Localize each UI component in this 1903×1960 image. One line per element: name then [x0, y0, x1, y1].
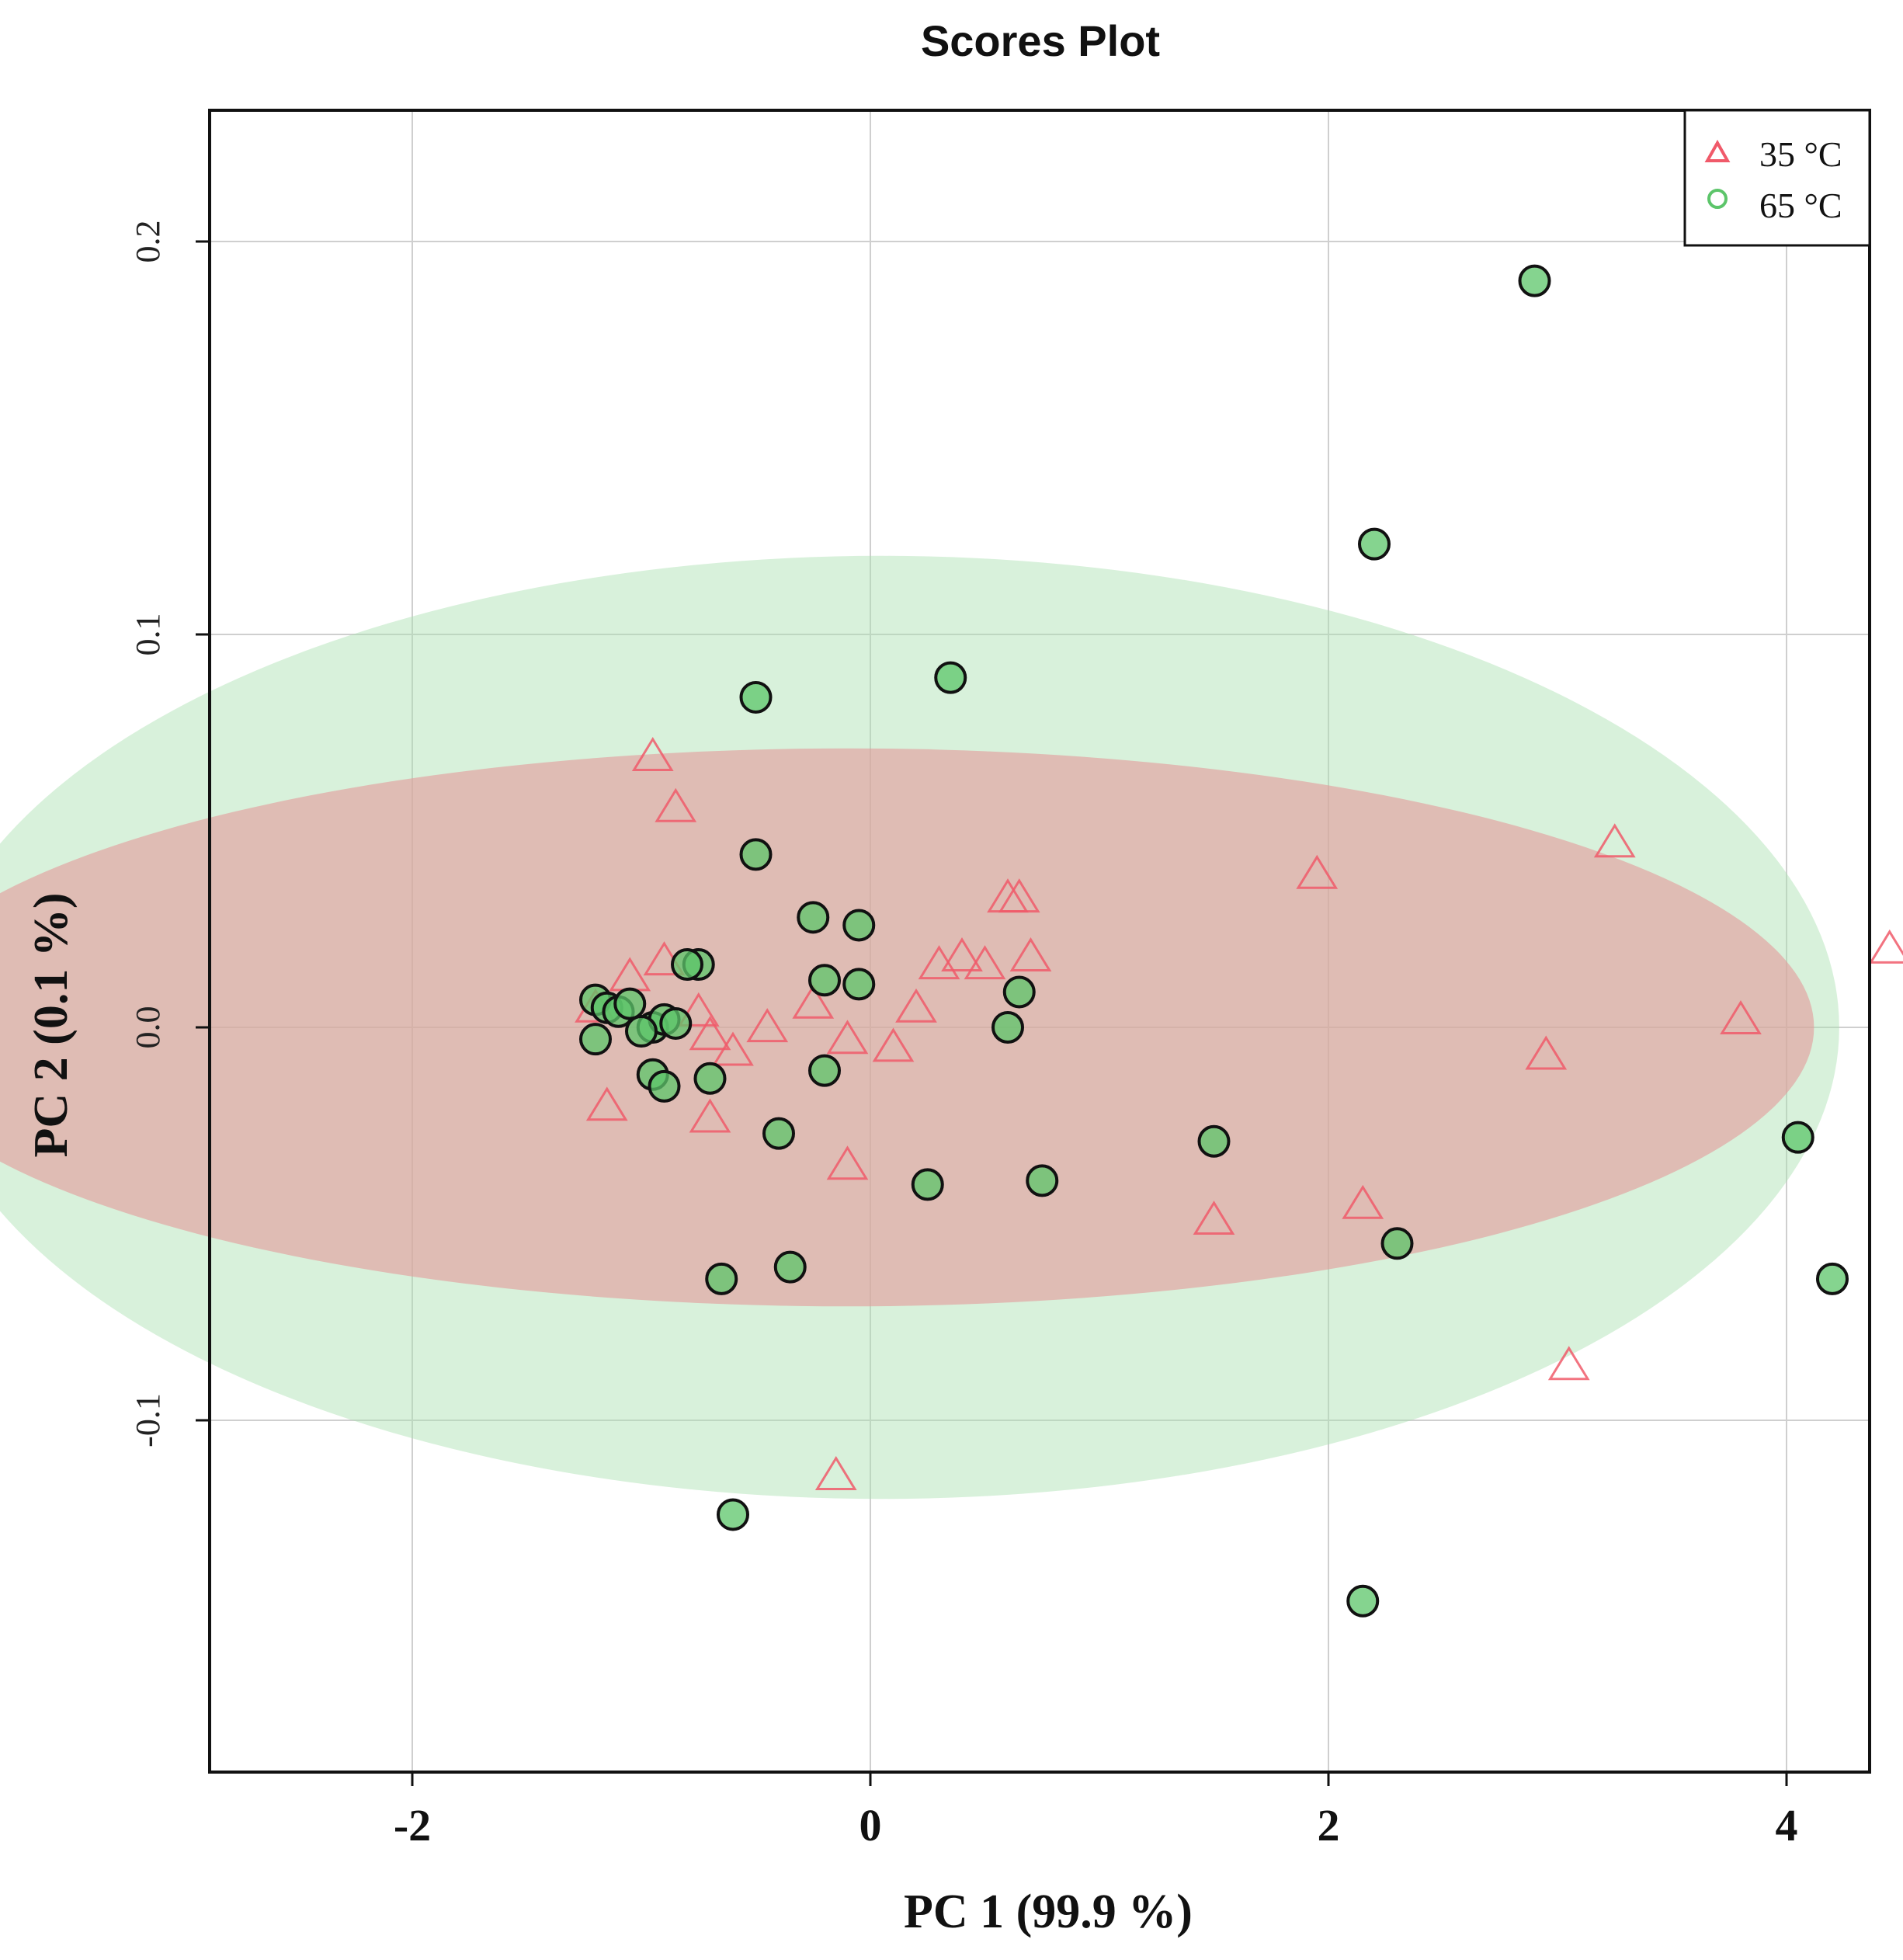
ellipse-35c — [0, 748, 1814, 1307]
legend-circle-icon — [1707, 189, 1728, 209]
data-points — [575, 264, 1903, 1618]
x-tick-label-3: 2 — [1318, 1800, 1340, 1851]
x-axis-ticks: -4-202468 — [394, 1772, 1798, 1851]
point-65c-23 — [808, 1054, 841, 1087]
legend-triangle-icon — [1704, 139, 1731, 162]
point-35c-6 — [792, 984, 835, 1019]
point-65c-10 — [842, 968, 876, 1001]
x-tick-label-2: 0 — [859, 1800, 882, 1851]
point-65c-9 — [808, 964, 841, 997]
legend: 35 °C 65 °C — [1683, 109, 1871, 247]
y-axis-label: PC 2 (0.1 %) — [25, 893, 78, 1158]
legend-label-65c: 65 °C — [1759, 186, 1842, 225]
point-35c-17 — [1593, 823, 1636, 858]
point-35c-0 — [631, 736, 674, 771]
point-35c-28 — [689, 1098, 731, 1133]
point-65c-4 — [739, 838, 773, 871]
point-65c-26 — [1026, 1164, 1059, 1197]
x-axis-label: PC 1 (99.9 %) — [904, 1885, 1193, 1938]
point-65c-34 — [773, 1250, 807, 1284]
y-axis-ticks: -0.1 0.0 0.1 0.2 — [129, 221, 210, 1447]
point-65c-8 — [671, 948, 703, 982]
plot-frame — [208, 109, 1871, 1774]
point-65c-21 — [648, 1069, 681, 1103]
point-35c-27 — [585, 1086, 628, 1121]
y-tick-label-0: -0.1 — [129, 1393, 167, 1447]
point-35c-12 — [964, 945, 1006, 980]
point-65c-24 — [762, 1117, 795, 1150]
point-35c-22 — [1193, 1201, 1235, 1235]
point-65c-3 — [739, 680, 773, 714]
point-65c-33 — [705, 1262, 738, 1295]
point-65c-16 — [613, 987, 647, 1020]
point-65c-27 — [1197, 1124, 1231, 1158]
point-35c-1 — [655, 787, 697, 822]
point-65c-36 — [1346, 1584, 1380, 1618]
point-65c-11 — [1002, 975, 1036, 1009]
y-tick-label-2: 0.1 — [129, 613, 167, 656]
point-65c-28 — [1380, 1227, 1414, 1260]
point-65c-37 — [625, 1015, 658, 1048]
chart-title: Scores Plot — [921, 16, 1160, 65]
point-35c-7 — [826, 1020, 869, 1055]
point-35c-14 — [998, 878, 1040, 913]
point-35c-4 — [712, 1031, 754, 1066]
y-tick-label-3: 0.2 — [129, 221, 167, 263]
point-35c-18 — [1868, 929, 1903, 964]
x-tick-label-1: -2 — [394, 1800, 431, 1851]
point-65c-1 — [1358, 527, 1391, 561]
point-65c-38 — [659, 1006, 693, 1040]
legend-label-35c: 35 °C — [1759, 134, 1842, 174]
point-65c-35 — [717, 1498, 749, 1531]
point-35c-5 — [746, 1008, 789, 1043]
point-35c-23 — [1342, 1184, 1384, 1219]
y-tick-label-1: 0.0 — [129, 1006, 167, 1049]
point-65c-2 — [934, 661, 967, 694]
point-35c-20 — [1720, 1000, 1762, 1034]
point-65c-6 — [842, 909, 876, 942]
point-65c-5 — [797, 901, 830, 934]
point-65c-12 — [991, 1011, 1024, 1044]
point-35c-15 — [1009, 937, 1052, 972]
point-35c-26 — [814, 1455, 857, 1490]
point-65c-22 — [693, 1062, 727, 1095]
confidence-ellipses — [0, 555, 1839, 1500]
point-35c-2 — [677, 992, 720, 1027]
legend-box — [1683, 109, 1871, 247]
point-35c-25 — [826, 1145, 869, 1180]
point-65c-25 — [911, 1168, 944, 1201]
point-65c-0 — [1518, 264, 1551, 297]
point-35c-11 — [941, 937, 983, 972]
point-35c-16 — [1296, 854, 1339, 889]
point-65c-19 — [579, 1023, 612, 1056]
point-35c-9 — [895, 988, 937, 1023]
point-65c-30 — [1816, 1262, 1849, 1295]
point-35c-21 — [1525, 1035, 1568, 1070]
point-35c-3 — [689, 1016, 731, 1051]
x-tick-label-4: 4 — [1776, 1800, 1798, 1851]
point-35c-24 — [1547, 1346, 1590, 1381]
point-65c-29 — [1781, 1121, 1814, 1154]
point-35c-8 — [872, 1027, 915, 1062]
